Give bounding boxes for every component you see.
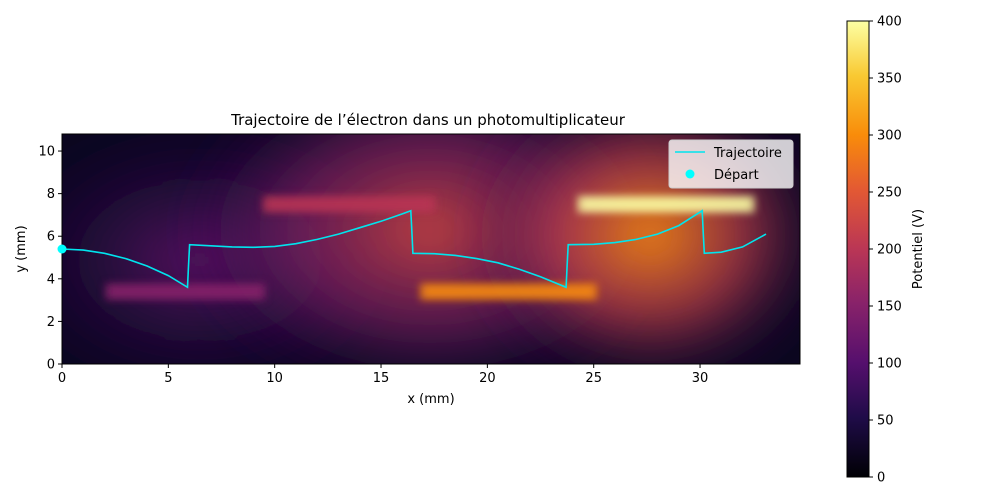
x-axis: 0 5 10 15 20 25 30 [58, 364, 708, 386]
x-tick-label-30: 30 [692, 371, 709, 386]
x-tick-label-15: 15 [373, 371, 390, 386]
x-tick-label-10: 10 [266, 371, 283, 386]
trajectory-line [62, 209, 767, 289]
x-tick-label-25: 25 [585, 371, 602, 386]
y-tick-label-10: 10 [38, 145, 55, 160]
legend-start-swatch [685, 169, 695, 179]
x-tick-label-0: 0 [58, 371, 66, 386]
heatmap-glow-right [460, 134, 800, 364]
colorbar-tick-label-50: 50 [877, 414, 894, 429]
dynodes [104, 195, 756, 301]
y-tick-label-2: 2 [47, 315, 55, 330]
colorbar-tick-label-0: 0 [877, 471, 885, 486]
y-tick-label-4: 4 [47, 272, 55, 287]
x-axis-label: x (mm) [407, 392, 454, 407]
legend-trajectory-label: Trajectoire [713, 146, 782, 161]
colorbar-tick-label-300: 300 [877, 129, 902, 144]
legend: Trajectoire Départ [668, 139, 794, 189]
y-tick-label-8: 8 [47, 187, 55, 202]
y-axis-label: y (mm) [14, 225, 29, 272]
colorbar-ticks: 0 50 100 150 200 250 300 350 400 [869, 15, 902, 486]
dynode-2 [423, 286, 594, 297]
y-tick-label-6: 6 [47, 230, 55, 245]
x-tick-label-5: 5 [164, 371, 172, 386]
y-axis: 0 2 4 6 8 10 [38, 145, 62, 373]
colorbar-tick-label-400: 400 [877, 15, 902, 30]
dynode-1 [266, 199, 433, 210]
colorbar-tick-label-150: 150 [877, 300, 902, 315]
legend-start-label: Départ [714, 168, 759, 183]
chart-title: Trajectoire de l’électron dans un photom… [230, 111, 626, 129]
colorbar-tick-label-350: 350 [877, 72, 902, 87]
colorbar-tick-label-100: 100 [877, 357, 902, 372]
colorbar-tick-label-250: 250 [877, 186, 902, 201]
colorbar-label: Potentiel (V) [911, 209, 926, 289]
dynode-3 [580, 199, 752, 210]
start-point [57, 244, 67, 254]
y-tick-label-0: 0 [47, 358, 55, 373]
dynode-0 [108, 286, 262, 297]
colorbar-gradient [846, 20, 870, 478]
x-tick-label-20: 20 [479, 371, 496, 386]
colorbar-tick-label-200: 200 [877, 243, 902, 258]
colorbar: 0 50 100 150 200 250 300 350 400 Potentiel (V) [846, 15, 926, 486]
